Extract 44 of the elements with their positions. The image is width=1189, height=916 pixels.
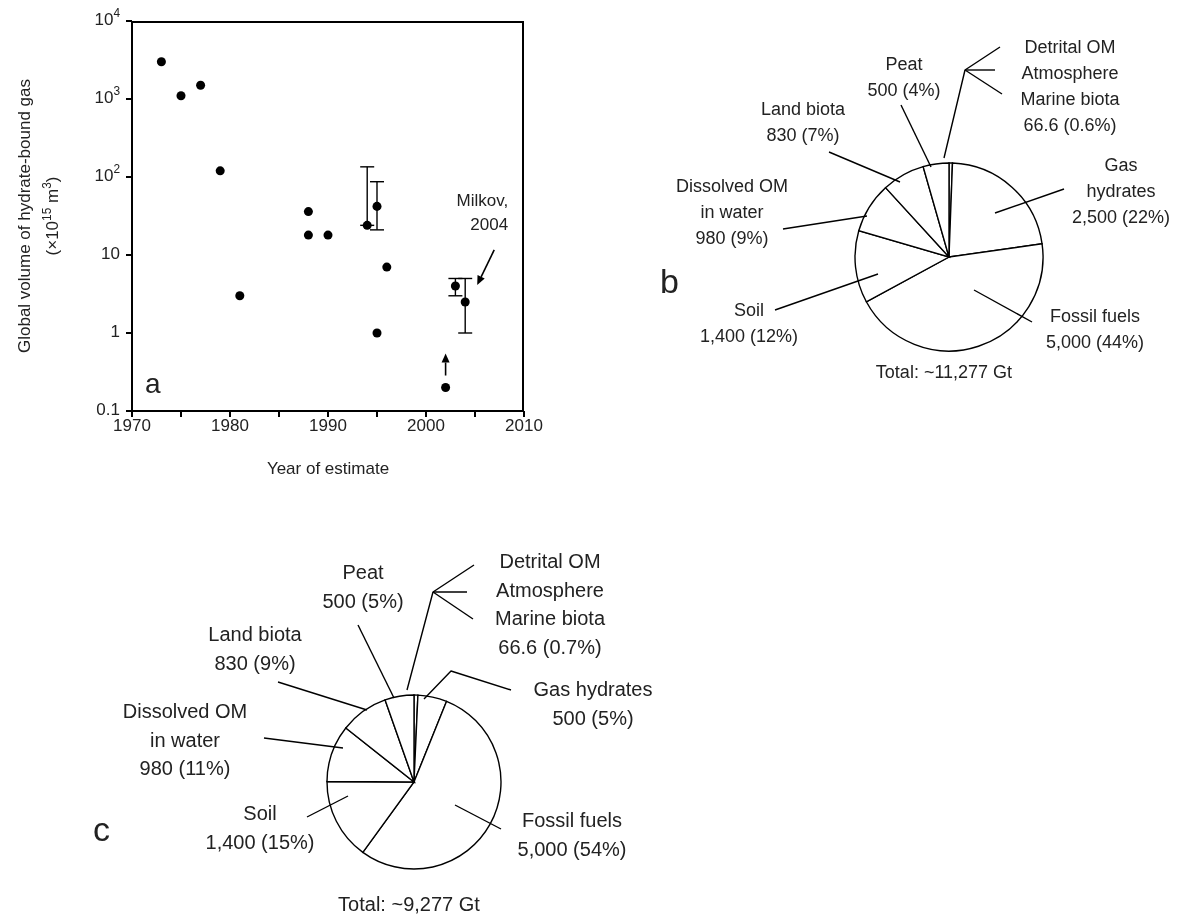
slice-label: Soil xyxy=(733,299,765,320)
data-label: 2,500 (22%) xyxy=(1071,206,1171,227)
y-tick-label: 10$^{2}$ xyxy=(94,162,121,186)
slice-label: Land biota xyxy=(208,623,303,646)
data-label: 830 (9%) xyxy=(214,651,296,674)
slice-label: Dissolved OM in water xyxy=(675,175,789,222)
data-label: 1,400 (15%) xyxy=(205,830,315,853)
data-label: 830 (7%) xyxy=(766,124,840,145)
y-tick-label: 1 xyxy=(110,322,120,342)
slice-label: Soil xyxy=(243,802,277,825)
text: c xyxy=(93,810,110,849)
legend-label: Detrital OM Atmosphere Marine biota xyxy=(1020,36,1121,109)
x-tick-label: 1990 xyxy=(309,416,347,436)
data-label: 500 (5%) xyxy=(552,706,634,729)
data-label: 500 (5%) xyxy=(322,589,404,612)
data-label: 66.6 (0.7%) xyxy=(498,635,602,658)
data-label: 980 (11%) xyxy=(139,757,231,780)
slice-label: Dissolved OM in water xyxy=(122,700,248,751)
slice-label: Peat xyxy=(342,561,385,584)
data-label: 1,400 (12%) xyxy=(699,325,799,346)
x-tick-label: 2000 xyxy=(407,416,445,436)
data-label: 980 (9%) xyxy=(695,227,769,248)
text: Total: ~11,277 Gt xyxy=(874,362,1014,383)
slice-label: Peat xyxy=(885,53,923,74)
slice-label: Gas hydrates xyxy=(533,678,653,701)
x-tick-label: 2010 xyxy=(505,416,543,436)
data-label: 66.6 (0.6%) xyxy=(1023,114,1117,135)
annotation: Milkov, 2004 xyxy=(456,190,509,234)
data-label: 5,000 (44%) xyxy=(1045,331,1145,352)
slice-label: Fossil fuels xyxy=(1049,305,1141,326)
y-tick-label: 10 xyxy=(101,244,120,264)
annotation: a xyxy=(145,368,161,400)
text: Total: ~9,277 Gt xyxy=(337,893,481,916)
slice-label: Land biota xyxy=(760,98,847,119)
slice-label: Gas hydrates xyxy=(1086,154,1156,201)
x-axis-title: Year of estimate xyxy=(266,459,390,478)
x-tick-label: 1980 xyxy=(211,416,249,436)
y-tick-label: 10$^{4}$ xyxy=(94,6,121,30)
data-label: 500 (4%) xyxy=(867,79,941,100)
data-label: 5,000 (54%) xyxy=(517,837,627,860)
y-tick-label: 10$^{3}$ xyxy=(94,84,121,108)
text: b xyxy=(660,262,679,301)
legend-label: Detrital OM Atmosphere Marine biota xyxy=(494,550,606,630)
slice-label: Fossil fuels xyxy=(521,809,623,832)
